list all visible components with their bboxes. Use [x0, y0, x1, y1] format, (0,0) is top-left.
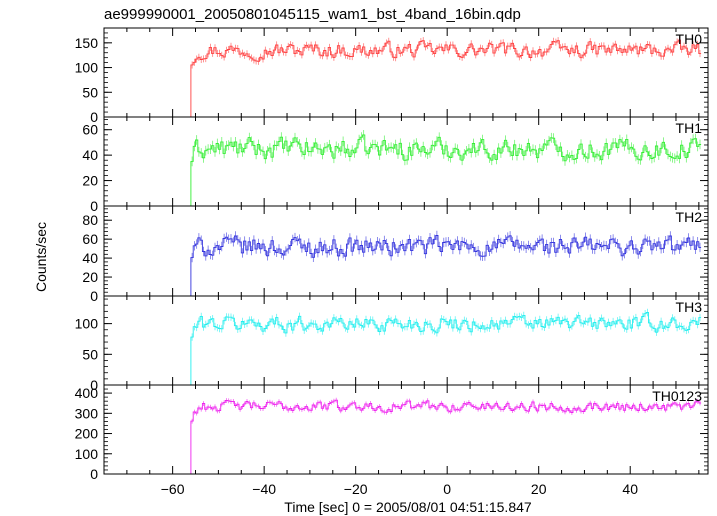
series-errorbars-th2	[191, 230, 701, 263]
x-tick-label: 20	[531, 481, 547, 497]
panel-th2: 0 20 40 60 80 TH2	[82, 205, 709, 304]
series-line-th1	[120, 134, 702, 207]
panels-group: 0 50 100 150 TH0 0 20 40 60 TH1 0 20 40 60 80 TH2 0 50 100…	[75, 27, 709, 497]
panel-label-th1: TH1	[676, 120, 703, 136]
panel-label-th2: TH2	[676, 209, 703, 225]
y-tick-label: 50	[82, 346, 98, 362]
panel-th1: 0 20 40 60 TH1	[82, 116, 709, 214]
x-tick-label: 0	[443, 481, 451, 497]
y-tick-label: 0	[90, 377, 98, 393]
x-tick-label: −60	[161, 481, 185, 497]
y-tick-label: 100	[75, 316, 99, 332]
panel-th0: 0 50 100 150 TH0	[75, 27, 709, 125]
y-tick-label: 60	[82, 122, 98, 138]
y-tick-label: 200	[75, 426, 99, 442]
x-tick-label: 40	[622, 481, 638, 497]
panel-th3: 0 50 100 TH3	[75, 295, 709, 393]
y-tick-label: 0	[90, 288, 98, 304]
x-tick-label: −20	[344, 481, 368, 497]
y-tick-label: 0	[90, 109, 98, 125]
y-tick-label: 80	[82, 212, 98, 228]
y-tick-label: 300	[75, 405, 99, 421]
panel-label-th0: TH0	[676, 31, 703, 47]
panel-label-th0123: TH0123	[652, 388, 702, 404]
y-tick-label: 100	[75, 60, 99, 76]
panel-frame	[103, 295, 709, 386]
y-tick-label: 20	[82, 173, 98, 189]
y-tick-label: 0	[90, 466, 98, 482]
y-tick-label: 100	[75, 446, 99, 462]
series-line-th0	[120, 39, 702, 118]
series-line-th0123	[120, 399, 702, 475]
series-line-th3	[120, 312, 702, 386]
x-tick-label: −40	[252, 481, 276, 497]
x-axis-label: Time [sec] 0 = 2005/08/01 04:51:15.847	[284, 499, 532, 515]
y-tick-label: 0	[90, 198, 98, 214]
y-tick-label: 50	[82, 84, 98, 100]
y-tick-label: 20	[82, 269, 98, 285]
series-line-th2	[120, 235, 702, 297]
y-tick-label: 150	[75, 35, 99, 51]
panel-label-th3: TH3	[676, 299, 703, 315]
chart-title: ae999990001_20050801045115_wam1_bst_4ban…	[104, 6, 521, 23]
y-tick-label: 40	[82, 250, 98, 266]
panel-th0123: 0 100 200 300 400 TH0123	[75, 384, 709, 482]
panel-frame	[103, 116, 709, 207]
y-axis-label: Counts/sec	[33, 222, 49, 292]
panel-frame	[103, 384, 709, 475]
y-tick-label: 400	[75, 385, 99, 401]
y-tick-label: 40	[82, 147, 98, 163]
panel-frame	[103, 27, 709, 118]
y-tick-label: 60	[82, 231, 98, 247]
